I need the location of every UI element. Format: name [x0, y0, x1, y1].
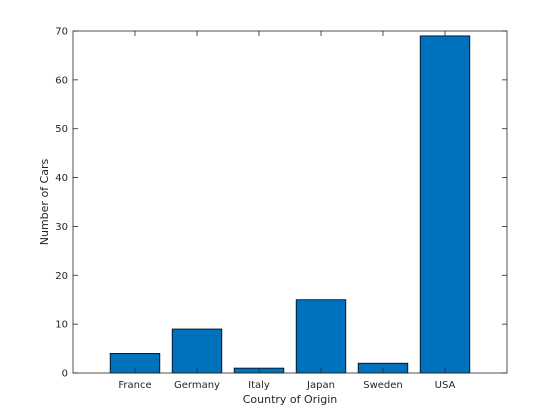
bar-japan [295, 299, 347, 374]
x-axis-label: Country of Origin [243, 393, 338, 406]
y-tick-label: 60 [55, 75, 68, 86]
y-tick-label: 20 [55, 271, 68, 282]
y-tick-label: 0 [62, 369, 68, 380]
x-tick-label: USA [435, 380, 456, 391]
x-tick-label: Germany [174, 380, 220, 391]
ticks-group: France Germany Italy Japan Sweden USA 0 10 20 30 4… [55, 27, 507, 391]
x-tick-label: Italy [248, 380, 270, 391]
axes-frame [72, 30, 508, 374]
y-tick-label: 70 [55, 27, 68, 38]
bar-usa [419, 35, 471, 374]
x-tick-label: France [118, 380, 151, 391]
y-tick-label: 50 [55, 124, 68, 135]
y-tick-label: 40 [55, 173, 68, 184]
x-tick-label: Japan [306, 380, 335, 391]
x-tick-label: Sweden [363, 380, 403, 391]
bar-germany [171, 328, 223, 374]
y-axis-label: Number of Cars [38, 159, 51, 246]
y-tick-label: 30 [55, 222, 68, 233]
y-tick-label: 10 [55, 320, 68, 331]
